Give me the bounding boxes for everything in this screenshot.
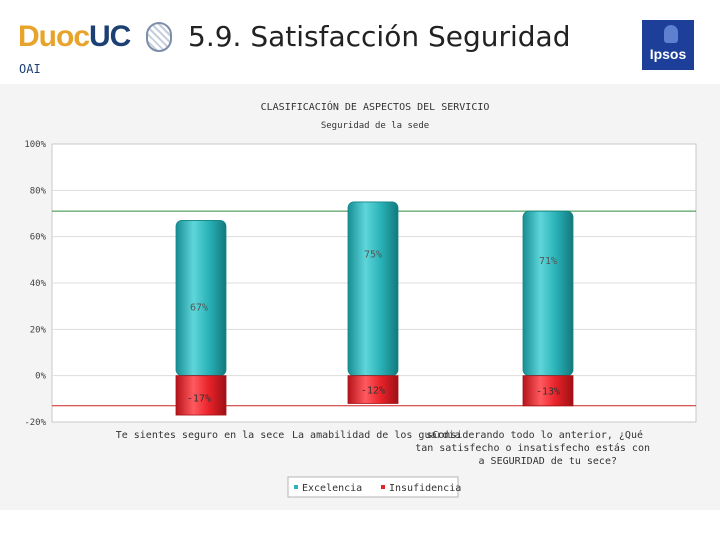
ipsos-logo-text: Ipsos — [649, 46, 687, 62]
legend-box — [287, 476, 459, 498]
value-label-insuficiencia: -12% — [361, 386, 385, 397]
bar-insuficiencia — [347, 375, 399, 404]
legend-label-excelencia: Excelencia — [302, 483, 362, 494]
slide-header: DuocUC OAI 5.9. Satisfacción Seguridad I… — [0, 0, 720, 82]
duoc-uc-logo: DuocUC — [18, 20, 131, 54]
bar-excelencia — [175, 220, 227, 377]
category-label: a SEGURIDAD de tu sece? — [479, 456, 617, 467]
category-label: Te sientes seguro en la sece — [116, 430, 285, 441]
y-tick-label: 100% — [24, 140, 46, 150]
y-tick-label: 20% — [30, 325, 47, 335]
y-axis-tick-labels: 100% 80% 60% 40% 20% 0% -20% — [24, 140, 46, 428]
category-label: La amabilidad de los guardia — [292, 430, 461, 441]
logo-uc-text: UC — [89, 20, 131, 53]
bar-excelencia — [522, 210, 574, 377]
logo-duoc-text: Duoc — [18, 20, 90, 53]
legend-swatch-excelencia — [294, 485, 298, 489]
y-tick-label: 80% — [30, 186, 47, 196]
value-label-excelencia: 67% — [190, 302, 208, 313]
category-label: sConsiderando todo lo anterior, ¿Qué — [426, 429, 643, 441]
oai-label: OAI — [19, 62, 41, 76]
value-label-excelencia: 71% — [539, 256, 557, 267]
legend-swatch-insuficiencia — [381, 485, 385, 489]
university-seal-icon — [146, 22, 172, 52]
y-tick-label: 40% — [30, 279, 47, 289]
y-tick-label: -20% — [24, 418, 46, 428]
bar-excelencia — [347, 201, 399, 377]
chart-subtitle: Seguridad de la sede — [321, 121, 429, 131]
y-tick-label: 0% — [35, 372, 46, 382]
page-title: 5.9. Satisfacción Seguridad — [188, 20, 571, 53]
chart-panel: CLASIFICACIÓN DE ASPECTOS DEL SERVICIO S… — [0, 84, 720, 510]
chart-title: CLASIFICACIÓN DE ASPECTOS DEL SERVICIO — [261, 100, 490, 113]
bar-insuficiencia — [175, 375, 227, 416]
bars — [175, 201, 574, 416]
ipsos-logo: Ipsos — [642, 20, 694, 70]
value-label-insuficiencia: -13% — [536, 387, 560, 398]
legend-label-insuficiencia: Insufidencia — [389, 483, 461, 494]
value-label-excelencia: 75% — [364, 250, 382, 261]
value-label-insuficiencia: -17% — [187, 393, 211, 404]
bar-insuficiencia — [522, 375, 574, 407]
legend: Excelencia Insufidencia — [287, 476, 461, 498]
ipsos-logo-icon — [664, 25, 678, 43]
y-tick-label: 60% — [30, 233, 47, 243]
category-labels: Te sientes seguro en la sece La amabilida… — [116, 429, 650, 467]
category-label: tan satisfecho o insatisfecho estás con — [415, 442, 650, 454]
bar-chart: CLASIFICACIÓN DE ASPECTOS DEL SERVICIO S… — [24, 100, 697, 498]
value-labels: 67% -17% 75% -12% 71% -13% — [187, 250, 560, 405]
